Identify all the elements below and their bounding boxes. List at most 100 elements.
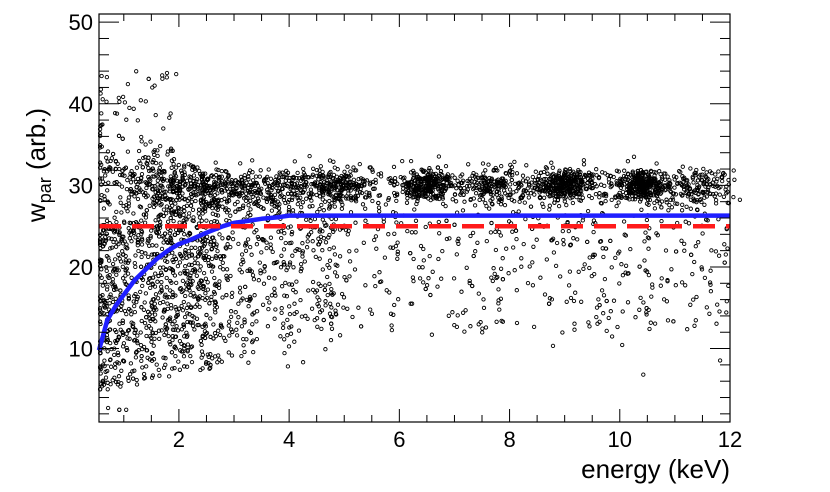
data-point <box>476 291 481 296</box>
data-point <box>191 173 197 178</box>
data-point <box>126 378 131 383</box>
data-point <box>547 203 552 208</box>
data-point <box>139 254 144 260</box>
data-point <box>174 71 179 77</box>
data-point <box>124 407 129 412</box>
data-point <box>384 288 389 293</box>
data-point <box>488 230 494 235</box>
data-point <box>592 271 597 277</box>
data-point <box>321 175 326 180</box>
data-point <box>258 168 263 173</box>
data-point <box>708 282 713 287</box>
data-point <box>184 178 190 183</box>
data-point <box>283 240 288 246</box>
data-point <box>508 182 513 187</box>
data-point <box>163 356 168 361</box>
data-point <box>110 277 115 282</box>
data-point <box>658 283 663 288</box>
data-point <box>646 272 652 278</box>
data-point <box>644 217 650 223</box>
data-point <box>290 195 295 200</box>
data-point <box>506 271 511 276</box>
data-point <box>228 186 233 192</box>
data-point <box>333 216 339 222</box>
data-point <box>272 286 277 291</box>
data-point <box>551 171 556 177</box>
data-point <box>708 191 713 197</box>
data-point <box>440 201 446 207</box>
data-point <box>114 287 119 292</box>
data-point <box>357 161 362 167</box>
data-point <box>258 271 263 276</box>
data-point <box>132 172 137 177</box>
data-point <box>226 198 232 203</box>
data-point <box>551 174 556 179</box>
data-point <box>488 192 494 197</box>
data-point <box>149 375 155 380</box>
data-point <box>152 152 157 157</box>
data-point <box>192 327 197 332</box>
data-point <box>417 276 423 281</box>
data-point <box>460 208 466 213</box>
data-point <box>112 110 118 116</box>
data-point <box>362 178 367 184</box>
data-point <box>426 168 431 173</box>
data-point <box>281 260 286 265</box>
data-point <box>311 166 316 171</box>
data-point <box>183 264 188 269</box>
data-point <box>254 336 260 342</box>
data-point <box>597 302 602 308</box>
data-point <box>216 328 221 333</box>
data-point <box>108 382 113 387</box>
data-point <box>536 173 541 179</box>
data-point <box>576 269 581 274</box>
data-point <box>585 239 590 245</box>
data-point <box>377 209 382 214</box>
data-point <box>242 320 247 325</box>
data-point <box>202 335 208 341</box>
data-point <box>189 245 194 250</box>
data-point <box>170 203 175 208</box>
data-point <box>326 235 331 240</box>
data-point <box>558 274 563 279</box>
data-point <box>608 238 613 244</box>
data-point <box>239 324 245 329</box>
data-point <box>127 336 132 341</box>
data-point <box>589 195 594 201</box>
data-point <box>557 194 562 199</box>
data-point <box>141 155 146 161</box>
data-point <box>220 204 225 209</box>
data-point <box>145 237 151 242</box>
data-point <box>110 261 116 267</box>
data-point <box>128 232 134 237</box>
data-point <box>262 269 267 274</box>
data-point <box>131 177 136 182</box>
data-point <box>200 333 205 339</box>
data-point <box>614 178 619 184</box>
data-point <box>478 187 483 193</box>
data-point <box>159 279 164 285</box>
data-point <box>157 234 162 239</box>
data-point <box>288 331 294 336</box>
data-point <box>241 259 246 265</box>
data-point <box>248 198 253 203</box>
data-point <box>289 229 295 235</box>
data-point <box>394 198 399 204</box>
data-point <box>125 336 130 341</box>
data-point <box>443 163 449 169</box>
data-point <box>173 212 178 217</box>
data-point <box>547 207 552 212</box>
data-point <box>591 229 596 235</box>
data-point <box>715 302 720 307</box>
data-point <box>344 196 349 201</box>
data-point <box>317 229 322 234</box>
data-point <box>132 330 137 335</box>
data-point <box>395 240 400 245</box>
data-point <box>314 316 320 321</box>
data-point <box>707 311 712 316</box>
data-point <box>703 174 708 179</box>
data-point <box>203 321 208 326</box>
data-point <box>427 176 433 182</box>
data-point <box>552 186 557 192</box>
data-point <box>124 331 129 336</box>
